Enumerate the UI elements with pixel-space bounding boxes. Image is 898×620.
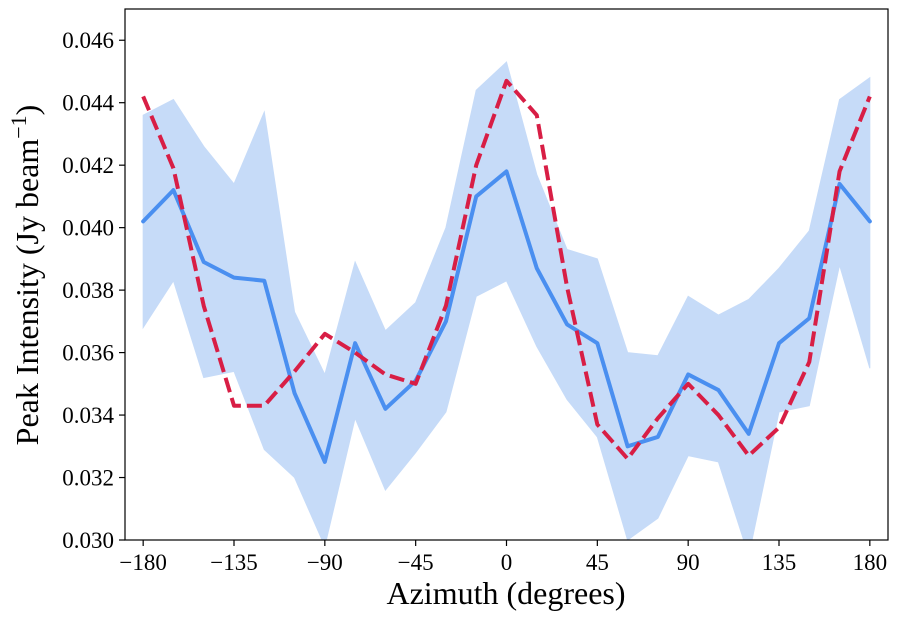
y-axis-title-close: )	[9, 105, 45, 116]
y-tick-label: 0.034	[62, 403, 114, 428]
x-tick-label: −45	[398, 550, 434, 575]
x-tick-label: 180	[853, 550, 888, 575]
series-mean-line	[141, 169, 872, 464]
x-tick-label: −180	[119, 550, 166, 575]
band-range	[142, 61, 871, 540]
x-tick-label: 0	[501, 550, 513, 575]
y-tick-label: 0.038	[62, 278, 114, 303]
x-tick-label: 135	[762, 550, 797, 575]
y-tick-label: 0.030	[62, 528, 114, 553]
plot-marks	[141, 61, 872, 540]
y-tick-label: 0.032	[62, 466, 114, 491]
y-axis-title: Peak Intensity (Jy beam−1)	[6, 105, 45, 446]
y-tick-label: 0.044	[62, 91, 114, 116]
x-tick-label: 45	[586, 550, 609, 575]
x-tick-label: −90	[307, 550, 343, 575]
y-tick-label: 0.040	[62, 216, 114, 241]
y-axis-title-sup: −1	[6, 115, 31, 138]
x-tick-label: 90	[677, 550, 700, 575]
series-model-line	[141, 78, 872, 461]
y-tick-label: 0.046	[62, 28, 114, 53]
y-tick-label: 0.042	[62, 153, 114, 178]
x-axis-title: Azimuth (degrees)	[386, 575, 625, 611]
x-axis: −180 −135 −90 −45 0 45 90 135 180	[119, 540, 887, 575]
x-tick-label: −135	[210, 550, 257, 575]
y-tick-label: 0.036	[62, 341, 114, 366]
y-axis-title-main: Peak Intensity (Jy beam	[9, 139, 45, 446]
y-axis: 0.030 0.032 0.034 0.036 0.038 0.040 0.042 0.044…	[62, 28, 125, 553]
